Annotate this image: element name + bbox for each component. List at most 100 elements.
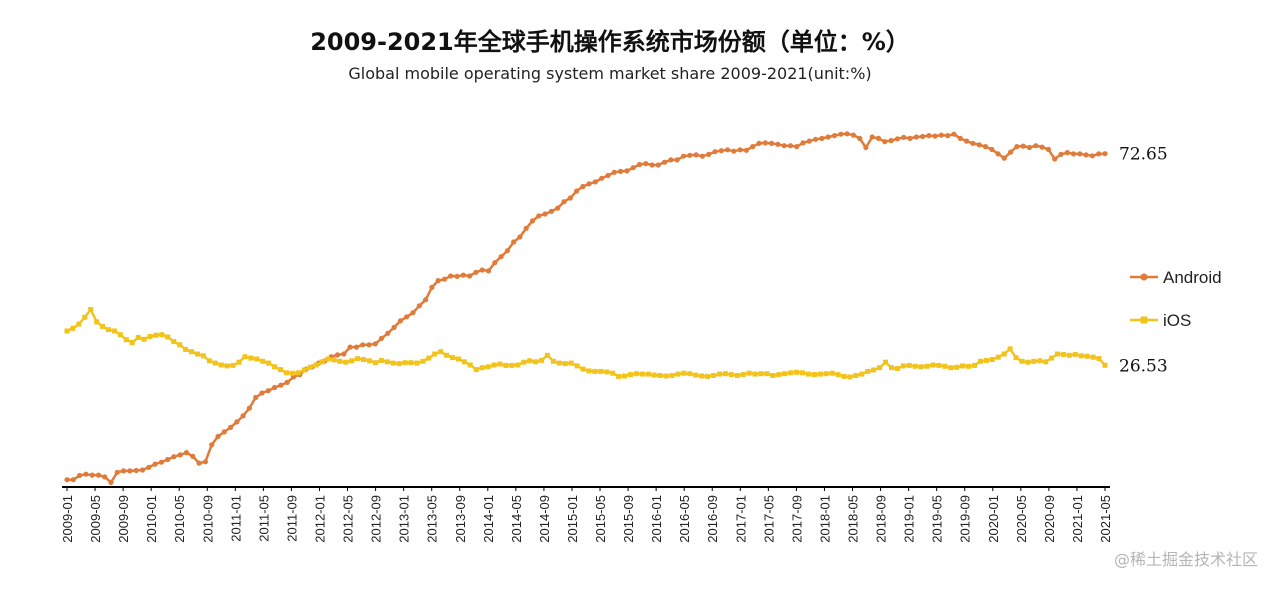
data-point-android (378, 335, 385, 341)
x-tick-label: 2011-01 (228, 495, 243, 542)
data-point-ios (117, 332, 123, 338)
data-point-ios (444, 352, 450, 358)
x-tick-label: 2014-01 (481, 495, 496, 543)
data-point-ios (871, 367, 877, 373)
data-point-ios (752, 371, 758, 377)
data-point-android (869, 134, 875, 140)
data-point-ios (301, 367, 307, 373)
data-point-ios (539, 357, 544, 363)
data-point-ios (805, 371, 811, 377)
data-point-android (781, 143, 787, 149)
data-point-android (888, 138, 894, 144)
x-tick-label: 2019-01 (902, 495, 917, 543)
data-point-android (712, 149, 718, 155)
data-point-ios (835, 372, 841, 378)
data-point-android (353, 344, 359, 350)
data-point-android (391, 324, 397, 330)
data-point-android (913, 134, 919, 140)
x-tick-label: 2019-05 (930, 495, 945, 543)
data-point-android (171, 454, 177, 460)
data-point-ios (165, 334, 171, 340)
data-point-android (139, 467, 146, 473)
data-point-ios (467, 362, 473, 368)
data-point-ios (633, 371, 639, 377)
data-point-ios (776, 372, 782, 378)
data-point-ios (438, 349, 444, 355)
data-point-ios (889, 365, 894, 371)
data-point-ios (106, 327, 111, 333)
data-point-ios (94, 319, 100, 325)
data-point-android (523, 225, 529, 231)
data-point-ios (189, 349, 195, 355)
data-point-ios (307, 364, 313, 370)
data-point-android (234, 419, 240, 425)
data-point-android (385, 330, 391, 336)
x-tick-label: 2017-01 (733, 495, 748, 543)
data-point-ios (669, 373, 675, 378)
data-point-android (1102, 151, 1108, 157)
data-point-ios (527, 358, 533, 364)
data-point-ios (972, 362, 977, 368)
data-point-ios (592, 368, 598, 374)
data-point-android (341, 351, 347, 357)
data-point-android (599, 175, 605, 181)
data-point-android (901, 134, 907, 140)
legend-marker-ios (1140, 316, 1148, 324)
data-point-ios (361, 357, 367, 362)
data-point-android (649, 162, 655, 168)
data-point-ios (278, 367, 283, 373)
data-point-android (511, 239, 517, 245)
legend: Android iOS (1130, 268, 1222, 330)
x-tick-label: 2016-05 (677, 495, 692, 543)
data-point-android (448, 273, 454, 279)
data-point-android (926, 133, 932, 139)
data-point-android (769, 140, 775, 146)
data-point-ios (206, 358, 212, 364)
x-tick-label: 2009-01 (60, 495, 75, 543)
data-point-ios (610, 370, 616, 376)
data-point-android (1045, 146, 1051, 152)
data-point-ios (331, 357, 337, 363)
data-point-ios (930, 362, 936, 368)
data-point-android (165, 456, 171, 463)
x-tick-label: 2011-09 (284, 495, 299, 542)
data-point-android (605, 172, 611, 179)
data-point-ios (764, 371, 770, 377)
data-point-ios (687, 371, 693, 377)
data-point-android (724, 147, 731, 153)
data-point-ios (699, 373, 705, 379)
data-point-ios (343, 359, 349, 365)
data-point-ios (491, 362, 497, 368)
data-point-ios (159, 332, 165, 338)
data-point-android (473, 269, 479, 275)
data-point-android (177, 452, 183, 458)
x-tick-label: 2011-05 (256, 495, 271, 542)
data-point-android (567, 195, 573, 201)
data-point-android (498, 254, 504, 260)
data-point-android (699, 153, 706, 159)
data-point-ios (396, 361, 402, 367)
data-point-ios (711, 373, 716, 378)
data-point-ios (135, 334, 141, 340)
data-point-ios (645, 371, 651, 377)
data-point-android (366, 342, 372, 348)
data-point-android (668, 157, 674, 163)
data-point-ios (841, 373, 847, 379)
data-point-android (127, 468, 133, 474)
data-point-ios (88, 307, 94, 312)
x-tick-label: 2013-09 (453, 495, 468, 543)
data-point-ios (859, 371, 865, 377)
data-point-android (70, 477, 76, 483)
data-point-android (347, 344, 353, 350)
watermark: @稀土掘金技术社区 (1113, 550, 1258, 569)
data-point-ios (717, 371, 722, 377)
data-point-ios (177, 342, 183, 348)
data-point-ios (782, 371, 788, 377)
end-label-android: 72.65 (1119, 145, 1168, 165)
data-point-ios (485, 364, 491, 370)
data-point-ios (402, 360, 408, 366)
data-point-android (121, 468, 127, 474)
data-point-ios (918, 364, 924, 370)
data-point-ios (266, 360, 272, 366)
data-point-android (77, 472, 83, 479)
